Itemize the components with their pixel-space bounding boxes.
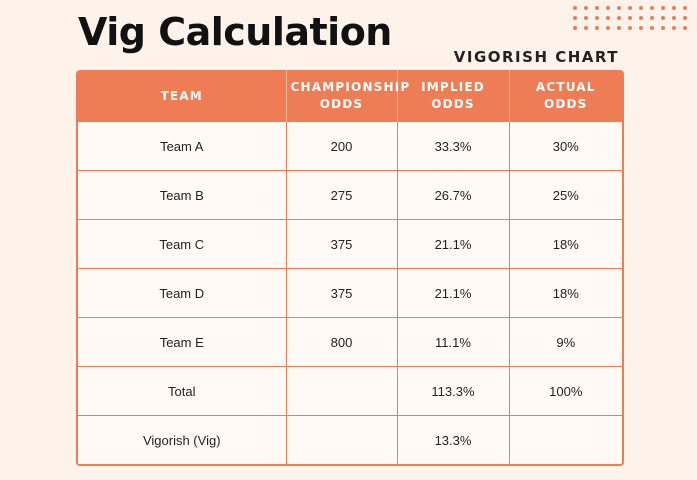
cell-team: Team B — [78, 170, 286, 220]
cell-actual-odds: 25% — [508, 170, 622, 220]
page-title: Vig Calculation — [78, 10, 392, 54]
cell-implied-odds: 11.1% — [396, 317, 509, 367]
cell-implied-odds: 26.7% — [396, 170, 509, 220]
cell-actual-odds: 9% — [508, 317, 622, 367]
cell-championship-odds: 275 — [285, 170, 397, 220]
cell-team: Team C — [78, 219, 286, 269]
table-row-vig: Vigorish (Vig) 13.3% — [78, 415, 622, 464]
cell-championship-odds — [285, 415, 397, 464]
cell-championship-odds: 200 — [285, 122, 397, 171]
cell-championship-odds: 375 — [285, 268, 397, 318]
cell-actual-odds: 100% — [508, 366, 622, 416]
decorative-dots — [569, 4, 691, 34]
cell-implied-odds: 113.3% — [396, 366, 509, 416]
table-row: Team E 800 11.1% 9% — [78, 317, 622, 367]
header-actual-odds: ACTUAL ODDS — [508, 70, 622, 122]
cell-team: Team A — [78, 122, 286, 171]
table-row-total: Total 113.3% 100% — [78, 366, 622, 416]
cell-team: Team E — [78, 317, 286, 367]
header-championship-odds: CHAMPIONSHIP ODDS — [285, 70, 409, 122]
cell-implied-odds: 21.1% — [396, 268, 509, 318]
cell-implied-odds: 33.3% — [396, 122, 509, 171]
cell-team: Vigorish (Vig) — [78, 415, 286, 464]
table-row: Team C 375 21.1% 18% — [78, 219, 622, 269]
header-implied-odds: IMPLIED ODDS — [396, 70, 509, 122]
table-header-row: TEAM CHAMPIONSHIP ODDS IMPLIED ODDS ACTU… — [78, 70, 622, 122]
table-row: Team A 200 33.3% 30% — [78, 122, 622, 171]
cell-championship-odds: 375 — [285, 219, 397, 269]
cell-championship-odds — [285, 366, 397, 416]
cell-implied-odds: 21.1% — [396, 219, 509, 269]
cell-actual-odds: 18% — [508, 268, 622, 318]
cell-championship-odds: 800 — [285, 317, 397, 367]
table-row: Team B 275 26.7% 25% — [78, 170, 622, 220]
cell-implied-odds: 13.3% — [396, 415, 509, 464]
cell-team: Team D — [78, 268, 286, 318]
cell-team: Total — [78, 366, 286, 416]
vigorish-table: TEAM CHAMPIONSHIP ODDS IMPLIED ODDS ACTU… — [76, 70, 624, 466]
cell-actual-odds — [508, 415, 622, 464]
table-row: Team D 375 21.1% 18% — [78, 268, 622, 318]
header-team: TEAM — [78, 70, 286, 122]
chart-subtitle: VIGORISH CHART — [453, 48, 619, 66]
cell-actual-odds: 18% — [508, 219, 622, 269]
cell-actual-odds: 30% — [508, 122, 622, 171]
